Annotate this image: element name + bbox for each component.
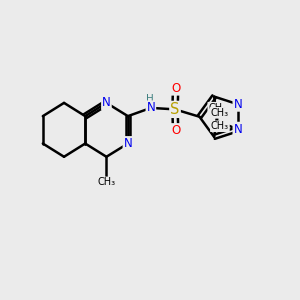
- Text: H: H: [146, 94, 154, 104]
- Text: N: N: [233, 98, 242, 111]
- Text: CH₃: CH₃: [211, 108, 229, 118]
- Text: CH₃: CH₃: [211, 121, 229, 131]
- Text: O: O: [171, 124, 180, 137]
- Text: N: N: [124, 137, 132, 150]
- Text: CH₃: CH₃: [208, 103, 226, 113]
- Text: N: N: [146, 101, 155, 114]
- Text: CH₃: CH₃: [98, 177, 116, 188]
- Text: S: S: [170, 102, 180, 117]
- Text: O: O: [171, 82, 180, 95]
- Text: N: N: [233, 123, 242, 136]
- Text: N: N: [102, 96, 111, 110]
